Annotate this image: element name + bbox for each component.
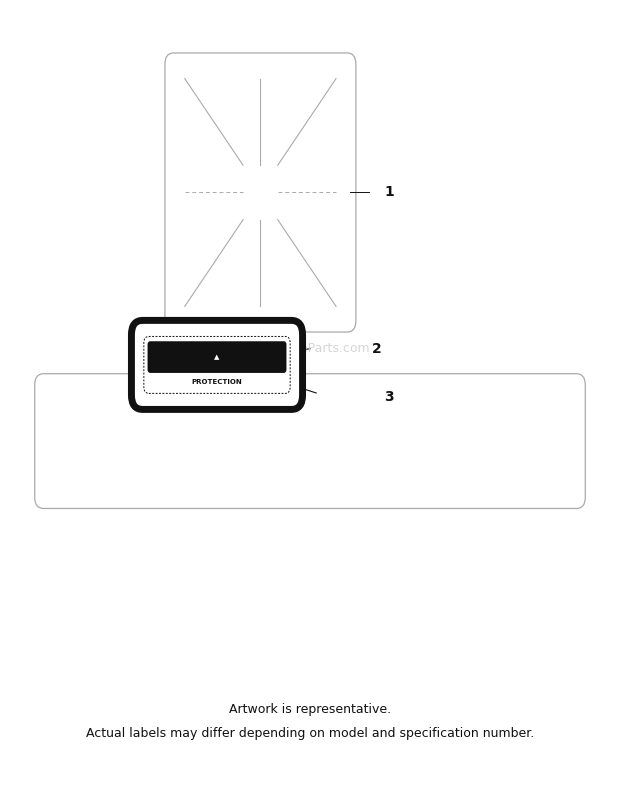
- Text: 1: 1: [384, 185, 394, 200]
- Text: Artwork is representative.: Artwork is representative.: [229, 703, 391, 716]
- Text: 2: 2: [372, 342, 382, 356]
- Text: OIL SENTRY: OIL SENTRY: [194, 367, 240, 372]
- FancyBboxPatch shape: [165, 53, 356, 332]
- Text: PROTECTION: PROTECTION: [192, 379, 242, 385]
- Text: eReplaceParts.com: eReplaceParts.com: [250, 342, 370, 355]
- Text: Actual labels may differ depending on model and specification number.: Actual labels may differ depending on mo…: [86, 727, 534, 740]
- Text: ▲: ▲: [215, 354, 219, 360]
- Text: 3: 3: [384, 390, 394, 404]
- FancyBboxPatch shape: [148, 342, 286, 373]
- FancyBboxPatch shape: [131, 320, 303, 409]
- FancyBboxPatch shape: [35, 374, 585, 508]
